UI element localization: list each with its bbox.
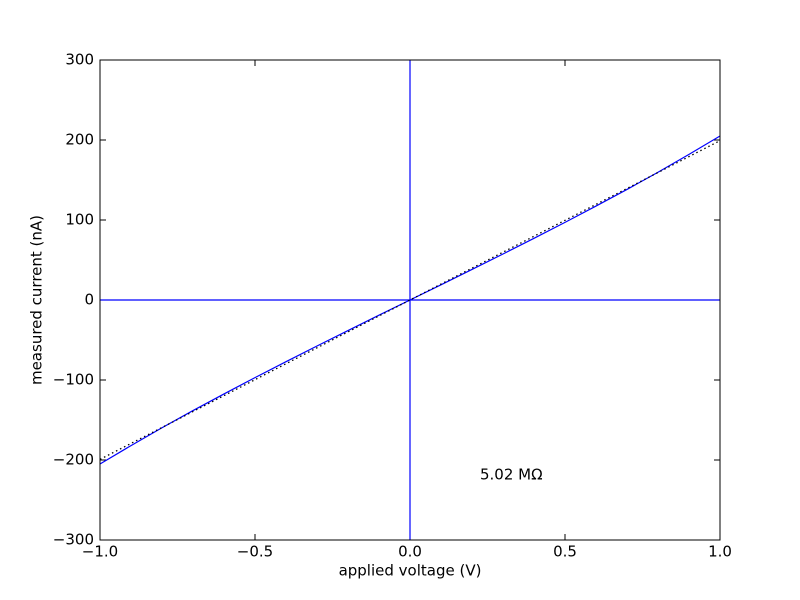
data-line	[99, 140, 721, 460]
x-tick-label: 0.0	[398, 543, 422, 561]
annotation: 5.02 MΩ	[480, 466, 543, 484]
x-tick-label: 1.0	[708, 543, 732, 561]
x-axis-label: applied voltage (V)	[339, 562, 482, 580]
y-tick-label: −300	[53, 531, 94, 549]
y-tick-label: 200	[65, 131, 94, 149]
y-tick-label: −200	[53, 451, 94, 469]
y-tick-label: 300	[65, 51, 94, 69]
y-axis-label: measured current (nA)	[28, 215, 46, 385]
y-tick-label: −100	[53, 371, 94, 389]
x-tick-label: −0.5	[237, 543, 273, 561]
y-tick-label: 0	[84, 291, 94, 309]
y-tick-label: 100	[65, 211, 94, 229]
x-tick-label: −1.0	[82, 543, 118, 561]
x-tick-label: 0.5	[553, 543, 577, 561]
plot-frame	[99, 59, 721, 541]
data-line	[99, 135, 721, 465]
